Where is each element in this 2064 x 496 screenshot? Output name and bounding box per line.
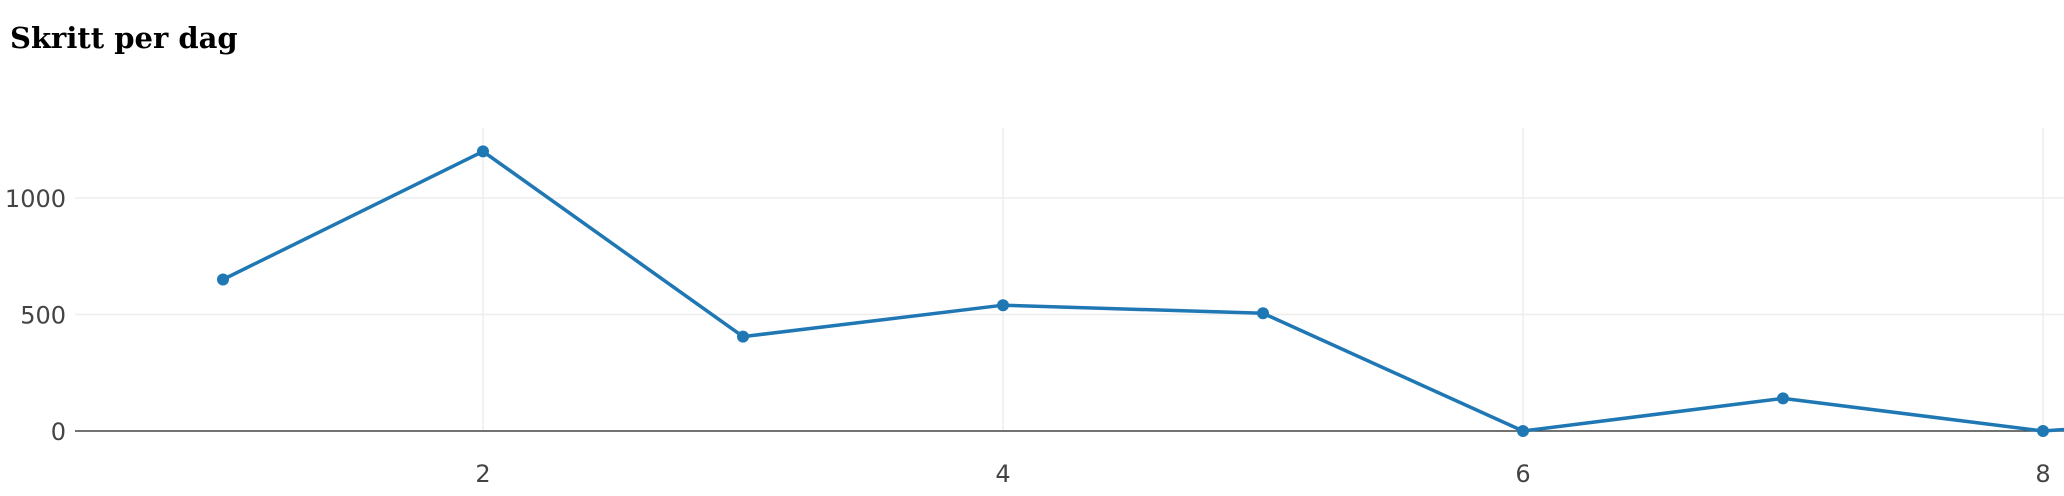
tick-labels: 2 4 6 8 0 500 1000 [5, 185, 2051, 488]
data-point[interactable] [1257, 307, 1269, 319]
data-point[interactable] [1777, 392, 1789, 404]
x-tick-label: 8 [2035, 460, 2050, 488]
grid [75, 128, 2064, 431]
series-line [223, 151, 2064, 431]
y-tick-label: 500 [20, 302, 66, 330]
series-layer [217, 145, 2064, 437]
data-point[interactable] [997, 299, 1009, 311]
data-point[interactable] [2037, 425, 2049, 437]
x-tick-label: 6 [1515, 460, 1530, 488]
data-point[interactable] [1517, 425, 1529, 437]
data-point[interactable] [217, 274, 229, 286]
data-point[interactable] [477, 145, 489, 157]
data-point[interactable] [737, 331, 749, 343]
y-tick-label: 1000 [5, 185, 66, 213]
y-tick-label: 0 [51, 418, 66, 446]
x-tick-label: 2 [475, 460, 490, 488]
x-tick-label: 4 [995, 460, 1010, 488]
